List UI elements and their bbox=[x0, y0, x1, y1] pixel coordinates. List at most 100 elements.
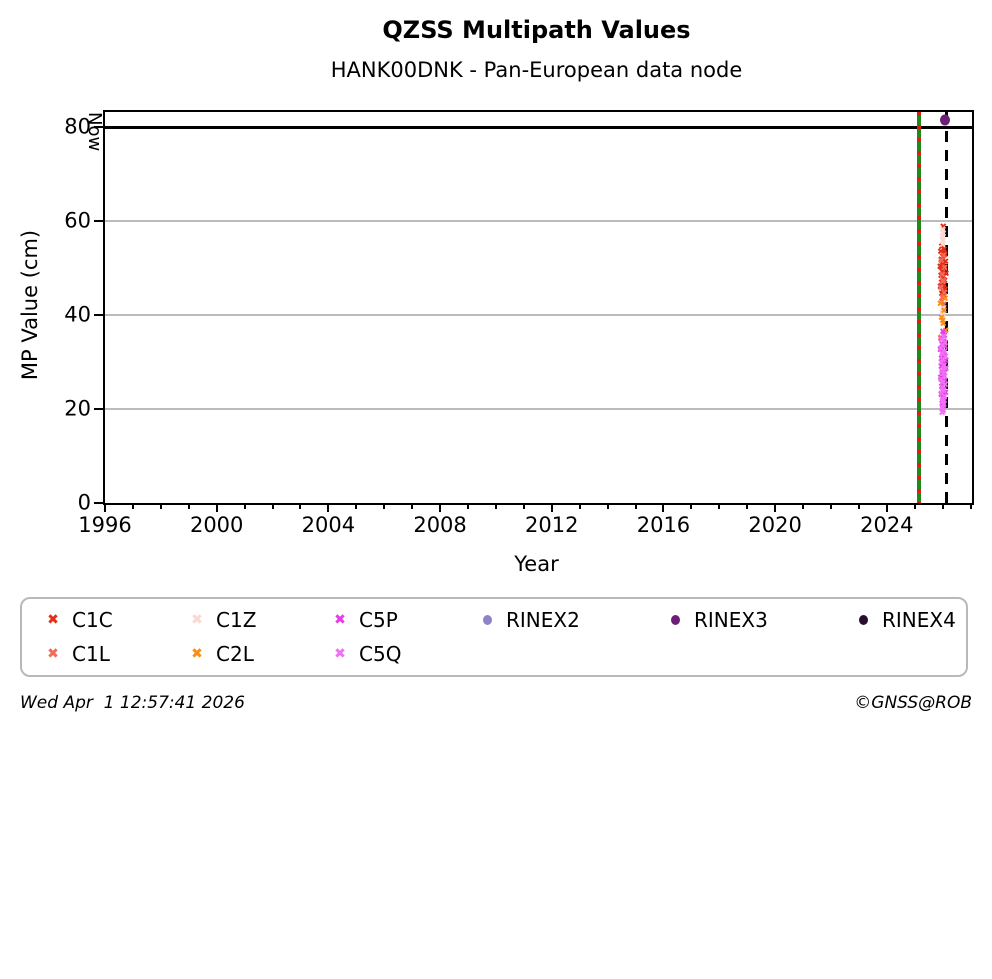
legend-label-C2L: C2L bbox=[216, 642, 254, 666]
point-C1C: ✖ bbox=[937, 263, 946, 274]
y-tick-label-0: 0 bbox=[77, 490, 91, 515]
point-C5Q: ✖ bbox=[940, 372, 949, 383]
point-C2L: ✖ bbox=[938, 316, 947, 327]
point-C1Z: ✖ bbox=[939, 229, 948, 240]
plot-area: 0 20 40 60 80 1996 2000 2004 2008 2012 2016 2020 202… bbox=[64, 110, 974, 536]
x-tick-label-1996: 1996 bbox=[78, 513, 132, 537]
x-tick-label-2004: 2004 bbox=[301, 513, 356, 537]
legend: ✖ C1C ✖ C1Z ✖ C5P RINEX2 RINEX3 RINEX4 ✖ C1L ✖ C2L ✖ C… bbox=[20, 597, 968, 677]
x-tick-2012 bbox=[550, 503, 553, 512]
legend-marker-RINEX4 bbox=[859, 615, 868, 625]
point-C2L: ✖ bbox=[938, 344, 946, 355]
point-C5P: ✖ bbox=[937, 390, 946, 401]
x-tick-2006 bbox=[383, 503, 386, 509]
y-tick-20 bbox=[94, 408, 103, 410]
x-tick-2004 bbox=[327, 503, 330, 512]
legend-marker-RINEX2 bbox=[483, 615, 492, 625]
point-C1Z: ✖ bbox=[939, 304, 948, 315]
point-C1C: ✖ bbox=[938, 293, 947, 304]
x-tick-2009 bbox=[466, 503, 469, 509]
point-C5P: ✖ bbox=[937, 362, 946, 373]
point-C1C: ✖ bbox=[938, 258, 947, 269]
y-tick-0 bbox=[94, 502, 103, 504]
point-C5Q: ✖ bbox=[939, 369, 948, 380]
reference-line-80 bbox=[105, 125, 972, 129]
legend-item-C1C: ✖ C1C bbox=[44, 608, 188, 632]
legend-item-C5Q: ✖ C5Q bbox=[331, 642, 478, 666]
point-C5Q: ✖ bbox=[939, 386, 948, 397]
point-C5P: ✖ bbox=[938, 368, 947, 379]
y-tick-label-60: 60 bbox=[64, 208, 91, 233]
point-C1L: ✖ bbox=[938, 297, 946, 308]
point-C1C: ✖ bbox=[937, 278, 946, 289]
point-C5Q: ✖ bbox=[938, 383, 946, 394]
point-C1C: ✖ bbox=[938, 286, 947, 297]
legend-label-C5Q: C5Q bbox=[359, 642, 402, 666]
point-C5Q: ✖ bbox=[938, 349, 946, 360]
plot-timestamp: Wed Apr 1 12:57:41 2026 bbox=[20, 693, 245, 713]
point-C5P: ✖ bbox=[940, 351, 948, 362]
point-C1C: ✖ bbox=[936, 247, 945, 258]
point-C2L: ✖ bbox=[941, 326, 950, 337]
x-tick-2015 bbox=[634, 503, 637, 509]
point-C5Q: ✖ bbox=[941, 338, 949, 349]
gridline-y-60 bbox=[105, 220, 972, 223]
point-C5P: ✖ bbox=[941, 388, 950, 398]
point-C1C: ✖ bbox=[939, 260, 948, 271]
point-C1L: ✖ bbox=[939, 277, 947, 288]
point-C5Q: ✖ bbox=[938, 397, 947, 408]
x-tick-2021 bbox=[802, 503, 805, 509]
chart-title: QZSS Multipath Values bbox=[382, 16, 691, 44]
point-C5Q: ✖ bbox=[940, 400, 948, 411]
legend-item-RINEX3: RINEX3 bbox=[666, 608, 854, 632]
y-tick-80 bbox=[94, 126, 103, 129]
x-tick-2000 bbox=[215, 503, 218, 512]
legend-label-C1Z: C1Z bbox=[216, 608, 257, 632]
point-C2L: ✖ bbox=[937, 313, 946, 324]
point-C1C: ✖ bbox=[936, 282, 945, 293]
point-C5P: ✖ bbox=[939, 337, 948, 348]
y-axis-label: MP Value (cm) bbox=[18, 229, 42, 381]
point-C5Q: ✖ bbox=[937, 335, 946, 346]
x-tick-2018 bbox=[718, 503, 721, 509]
point-C1L: ✖ bbox=[938, 293, 947, 304]
point-C1C: ✖ bbox=[940, 248, 948, 259]
point-C5P: ✖ bbox=[941, 376, 949, 387]
point-C5Q: ✖ bbox=[939, 406, 948, 417]
point-C1C: ✖ bbox=[942, 269, 950, 280]
x-tick-label-2020: 2020 bbox=[748, 513, 802, 537]
point-C5P: ✖ bbox=[937, 354, 946, 365]
point-C5Q: ✖ bbox=[938, 403, 947, 414]
gridline-y-40 bbox=[105, 314, 972, 317]
point-C1C: ✖ bbox=[940, 280, 948, 291]
x-tick-2026 bbox=[941, 503, 944, 509]
gridline-y-20 bbox=[105, 408, 972, 410]
x-tick-2023 bbox=[857, 503, 860, 509]
legend-item-C1L: ✖ C1L bbox=[44, 642, 188, 666]
legend-marker-RINEX3 bbox=[671, 615, 680, 625]
legend-marker-C2L: ✖ bbox=[191, 646, 203, 662]
x-tick-2022 bbox=[829, 503, 832, 509]
point-C5Q: ✖ bbox=[941, 352, 950, 363]
x-tick-2016 bbox=[662, 503, 665, 512]
x-tick-2010 bbox=[494, 503, 497, 509]
point-RINEX3 bbox=[940, 114, 951, 126]
x-tick-label-2000: 2000 bbox=[189, 513, 244, 537]
legend-marker-C1C: ✖ bbox=[47, 612, 59, 628]
point-C5P: ✖ bbox=[939, 393, 947, 404]
point-C1C: ✖ bbox=[939, 272, 948, 283]
now-line bbox=[945, 112, 949, 503]
point-C5P: ✖ bbox=[940, 396, 949, 407]
point-C1L: ✖ bbox=[938, 270, 946, 281]
point-C1C: ✖ bbox=[939, 273, 947, 284]
point-C5Q: ✖ bbox=[940, 392, 949, 403]
point-C5P: ✖ bbox=[938, 404, 947, 415]
legend-item-C1Z: ✖ C1Z bbox=[188, 608, 331, 632]
point-C1Z: ✖ bbox=[939, 310, 947, 321]
point-C1Z: ✖ bbox=[938, 308, 946, 319]
point-C5P: ✖ bbox=[938, 399, 946, 410]
point-C1C: ✖ bbox=[938, 267, 946, 278]
legend-item-C2L: ✖ C2L bbox=[188, 642, 331, 666]
point-C1Z: ✖ bbox=[938, 313, 947, 324]
chart-subtitle: HANK00DNK - Pan-European data node bbox=[330, 58, 743, 82]
